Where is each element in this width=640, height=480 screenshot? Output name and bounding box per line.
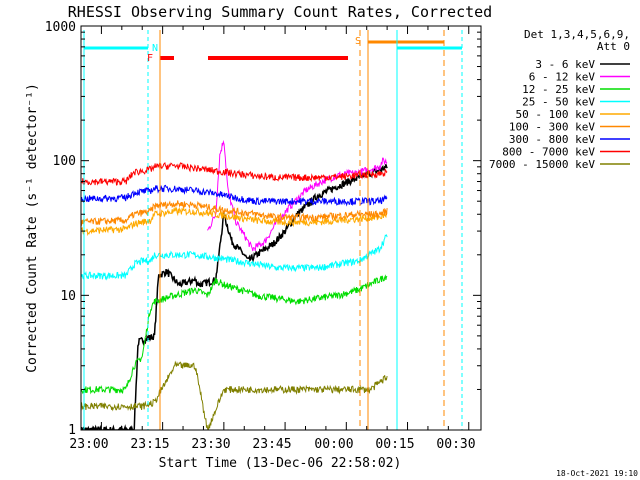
plot-frame <box>80 25 482 431</box>
legend-label-3: 25 - 50 keV <box>522 96 595 109</box>
legend-label-5: 100 - 300 keV <box>509 121 595 134</box>
series-line-3 <box>81 234 388 281</box>
flag-label-n: N <box>152 43 158 54</box>
legend-label-4: 50 - 100 keV <box>516 108 596 121</box>
legend-label-6: 300 - 800 keV <box>509 133 595 146</box>
flag-label-s: S <box>355 36 361 47</box>
legend-label-2: 12 - 25 keV <box>522 83 595 96</box>
series-line-5 <box>81 200 388 227</box>
flag-layer <box>83 30 463 430</box>
y-axis <box>81 31 481 431</box>
x-axis <box>100 26 470 430</box>
legend-label-0: 3 - 6 keV <box>535 58 595 71</box>
y-tick-label-100: 100 <box>53 154 76 169</box>
flag-label-f: F <box>147 53 153 64</box>
legend-label-8: 7000 - 15000 keV <box>489 158 595 171</box>
legend-header-1: Det 1,3,4,5,6,9, <box>524 28 630 41</box>
series-line-7 <box>81 161 388 186</box>
x-tick-label-0030: 00:30 <box>436 437 475 452</box>
y-tick-label-1000: 1000 <box>45 20 76 35</box>
series-line-6 <box>81 184 388 207</box>
series-line-2 <box>81 274 388 395</box>
legend-header-2: Att 0 <box>597 40 630 53</box>
x-tick-label-2345: 23:45 <box>252 437 291 452</box>
x-tick-label-0000: 00:00 <box>314 437 353 452</box>
x-tick-label-2315: 23:15 <box>130 437 169 452</box>
y-tick-label-1: 1 <box>68 423 76 438</box>
y-axis-label: Corrected Count Rate (s⁻¹ detector⁻¹) <box>25 83 40 373</box>
date-stamp: 18-Oct-2021 19:10 <box>556 469 638 478</box>
x-tick-label-2300: 23:00 <box>69 437 108 452</box>
legend-label-7: 800 - 7000 keV <box>502 146 595 159</box>
series-layer <box>81 139 388 430</box>
x-tick-label-0015: 00:15 <box>375 437 414 452</box>
x-tick-label-2330: 23:30 <box>191 437 230 452</box>
chart-title: RHESSI Observing Summary Count Rates, Co… <box>68 3 492 21</box>
x-axis-label: Start Time (13-Dec-06 22:58:02) <box>159 456 402 471</box>
series-line-1 <box>207 139 388 252</box>
series-line-0 <box>81 164 388 430</box>
series-line-4 <box>81 206 388 237</box>
legend-label-1: 6 - 12 keV <box>529 71 596 84</box>
y-tick-label-10: 10 <box>60 289 76 304</box>
series-line-8 <box>81 360 388 430</box>
